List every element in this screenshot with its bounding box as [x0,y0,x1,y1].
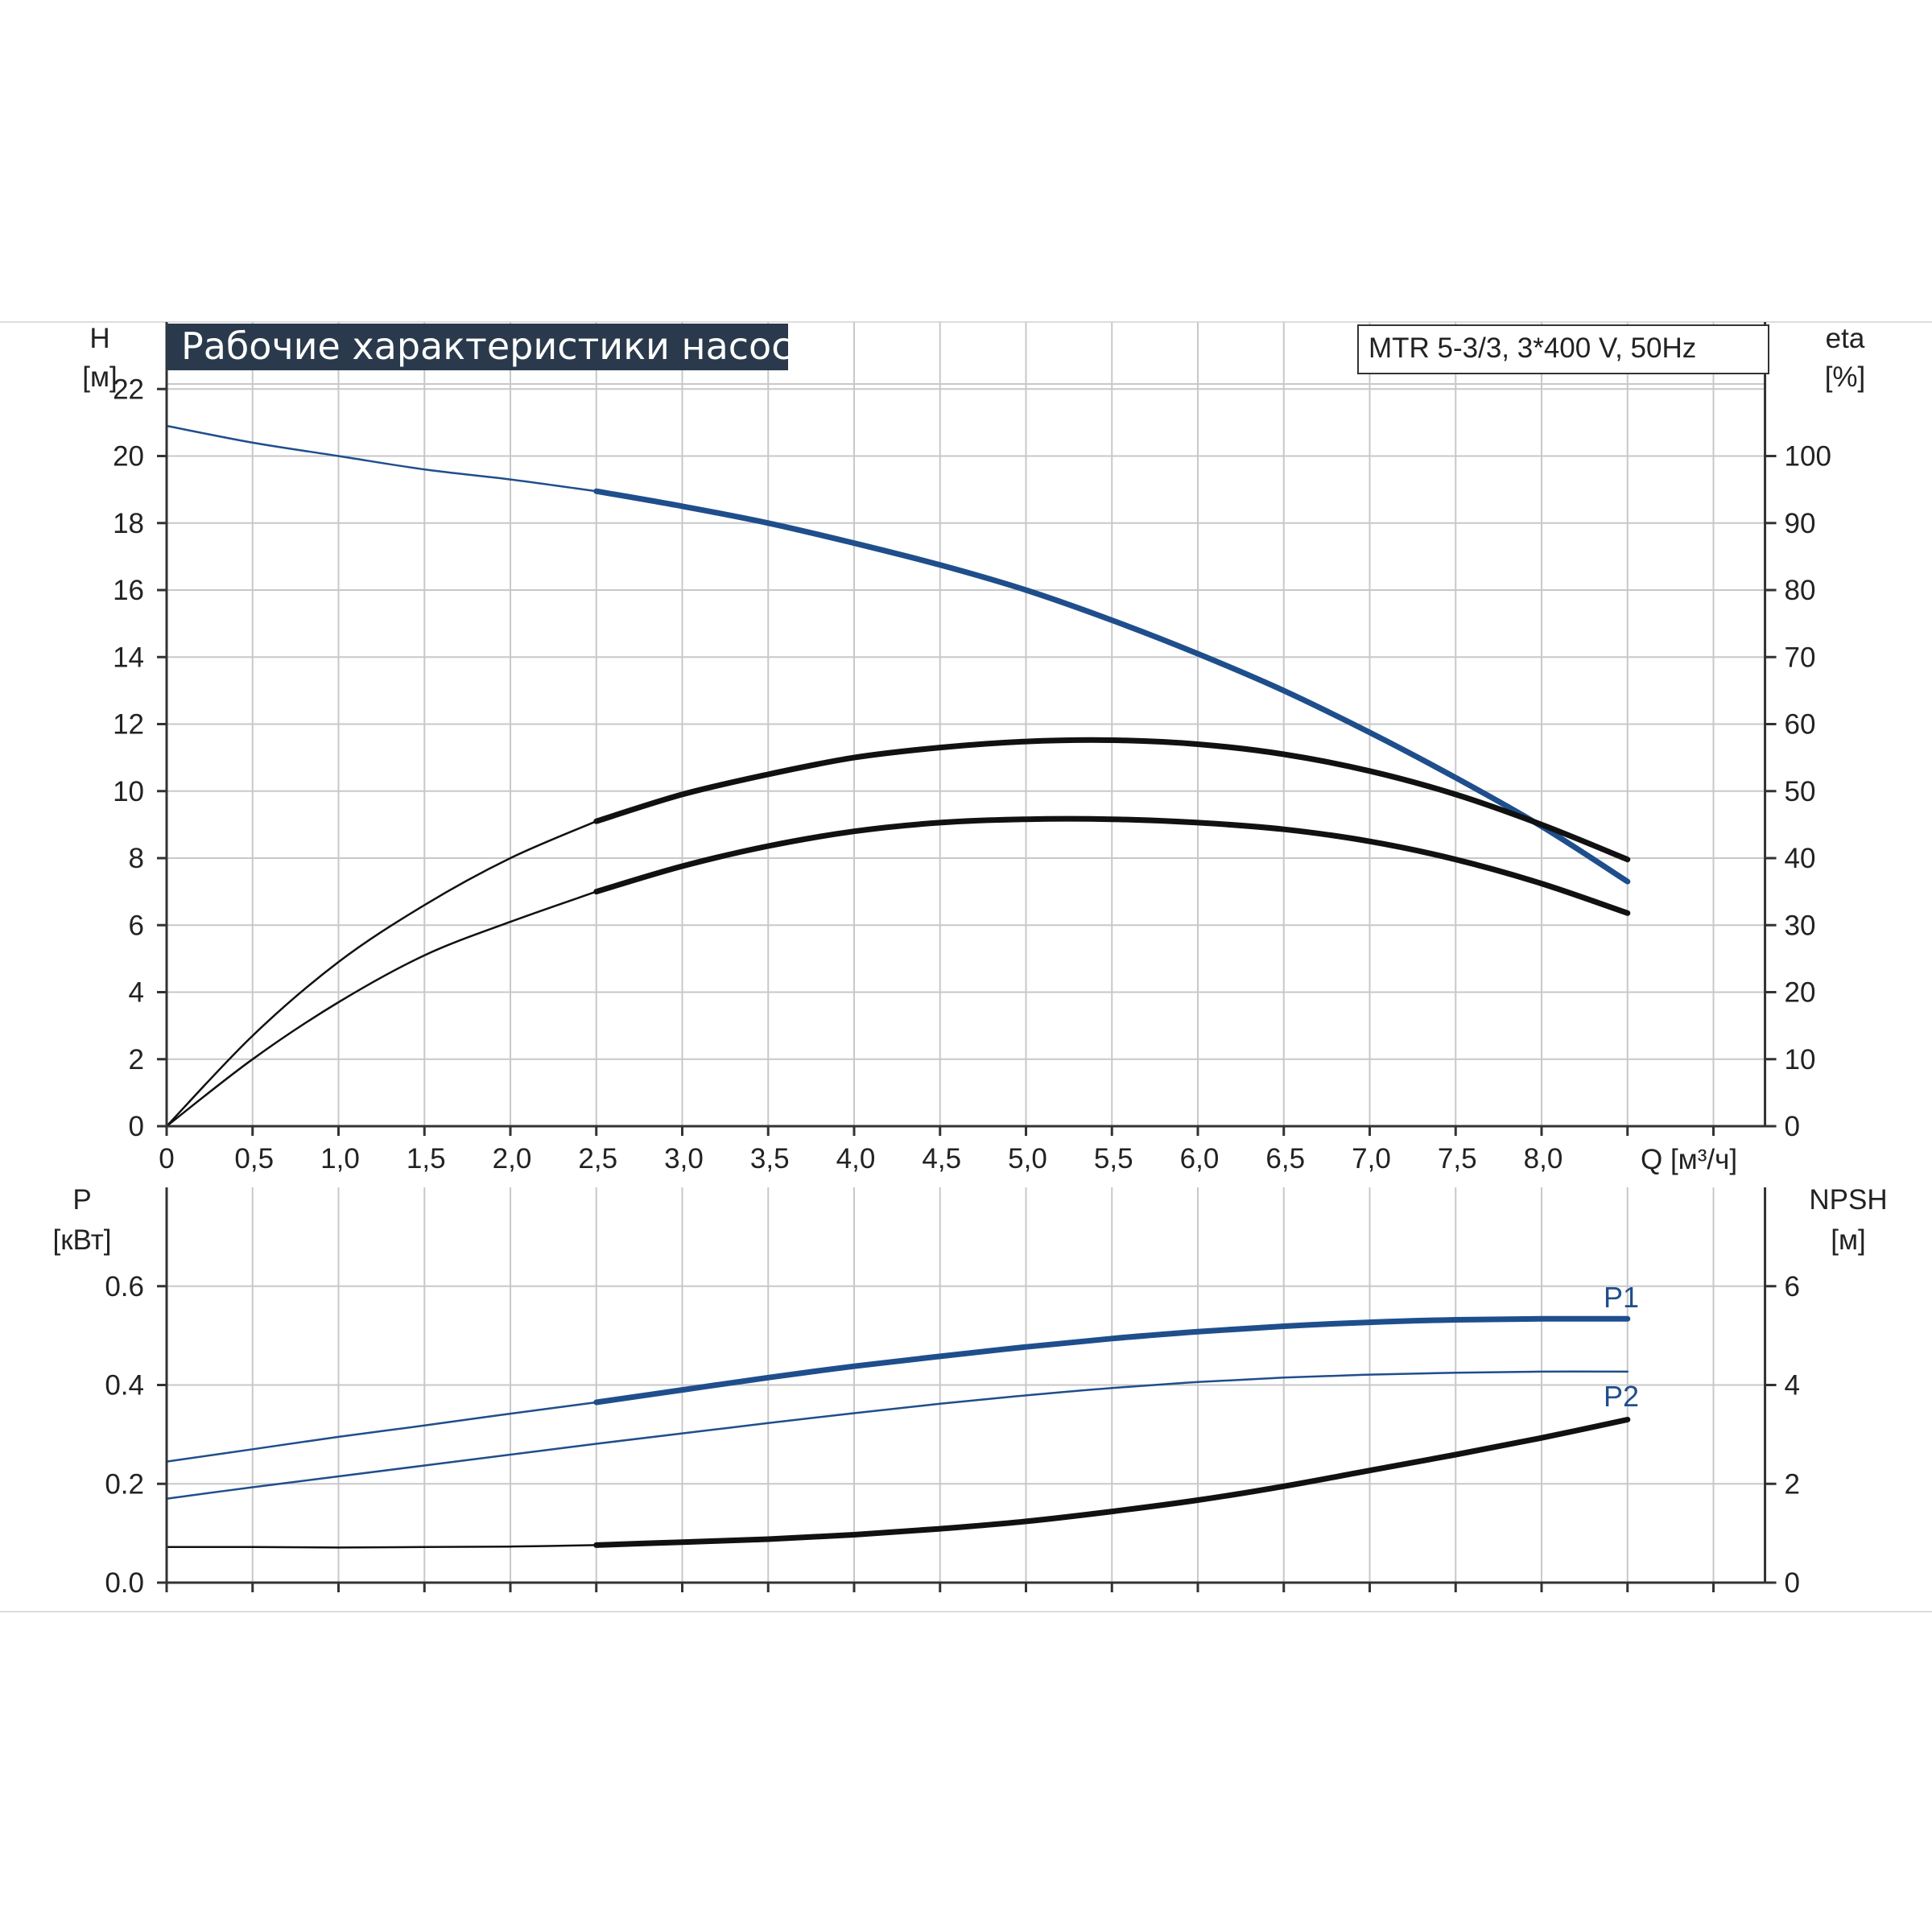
x-tick-label: 1,5 [407,1143,446,1174]
npsh-axis-label-symbol: NPSH [1809,1184,1887,1216]
chart-title: Рабочие характеристики насоса [181,324,815,368]
y-left-tick-label: 22 [113,374,144,405]
model-box [1357,324,1769,374]
x-tick-label: 4,0 [836,1143,876,1174]
x-tick-label: 8,0 [1524,1143,1563,1174]
y-right-tick-label: 40 [1785,843,1816,874]
y-left-tick-label: 20 [113,441,144,473]
head-curve-thick [593,488,1631,885]
y-left-tick-label: 0.4 [105,1370,144,1402]
y-right-tick-label: 6 [1785,1271,1800,1302]
y-right-tick-label: 30 [1785,910,1816,941]
head-curve-thin [165,424,598,493]
y-right-tick-label: 10 [1785,1044,1816,1075]
x-tick-label: 2,5 [578,1143,617,1174]
x-tick-label: 3,5 [750,1143,790,1174]
efficiency-curve-2-thin [165,890,598,1128]
y-left-tick-label: 6 [129,910,144,941]
title-background [167,324,788,370]
x-tick-label: 6,5 [1265,1143,1305,1174]
y-left-tick-label: 0 [129,1111,144,1142]
y-right-tick-label: 60 [1785,709,1816,741]
y-left-tick-label: 18 [113,508,144,539]
model-label: MTR 5-3/3, 3*400 V, 50Hz [1368,332,1696,364]
y-right-label-symbol: eta [1826,323,1865,354]
p-axis-label-symbol: P [72,1184,91,1216]
upper-ticks: 0 2 4 6 8 10 12 14 16 18 20 22 0 10 20 30 40 50 60 70 80 90 10… [113,374,1831,1174]
lower-series [165,1315,1631,1549]
efficiency-curve-1-thick [593,737,1631,863]
y-right-tick-label: 90 [1785,508,1816,539]
p1-curve-thin [165,1401,598,1463]
y-left-label-unit: [м] [82,361,118,393]
y-right-tick-label: 4 [1785,1370,1800,1402]
y-right-tick-label: 2 [1785,1468,1800,1500]
x-tick-label: 5,0 [1008,1143,1047,1174]
y-right-tick-label: 70 [1785,642,1816,673]
y-right-tick-label: 20 [1785,977,1816,1009]
x-tick-label: 3,0 [664,1143,704,1174]
y-right-tick-label: 100 [1785,441,1831,473]
p2-label: P2 [1604,1380,1639,1413]
upper-series [165,424,1631,1128]
lower-grid [166,1187,1765,1583]
y-left-tick-label: 0.0 [105,1567,144,1599]
y-right-tick-label: 80 [1785,575,1816,606]
y-left-tick-label: 14 [113,642,144,673]
p1-curve-thick [593,1315,1631,1406]
p-axis-label-unit: [кВт] [53,1224,112,1256]
x-axis-label: Q [м³/ч] [1641,1144,1737,1175]
y-left-tick-label: 10 [113,776,144,807]
x-tick-label: 4,5 [922,1143,961,1174]
y-left-tick-label: 0.6 [105,1271,144,1302]
upper-chart: 0 2 4 6 8 10 12 14 16 18 20 22 0 10 20 30 40 50 60 70 80 90 10… [82,322,1865,1175]
y-left-tick-label: 16 [113,575,144,606]
efficiency-curve-1-thin [165,819,598,1128]
y-right-tick-label: 0 [1785,1111,1800,1142]
lower-chart: 0.0 0.2 0.4 0.6 0 2 4 6 P [кВт] NPSH [м] P1 P2 [53,1184,1888,1599]
npsh-axis-label-unit: [м] [1831,1224,1866,1256]
x-tick-label: 6,0 [1180,1143,1220,1174]
x-tick-label: 0,5 [234,1143,274,1174]
y-left-tick-label: 12 [113,709,144,741]
y-left-label-symbol: H [89,323,109,354]
upper-grid [166,322,1765,1127]
x-tick-label: 7,0 [1352,1143,1391,1174]
p2-curve-thin [165,1370,1629,1500]
npsh-curve-thin [165,1544,598,1549]
x-tick-label: 5,5 [1094,1143,1133,1174]
y-right-tick-label: 50 [1785,776,1816,807]
x-tick-label: 0 [159,1143,174,1174]
y-left-tick-label: 4 [129,977,144,1009]
y-right-label-unit: [%] [1825,361,1866,393]
y-left-tick-label: 8 [129,843,144,874]
p1-label: P1 [1604,1281,1639,1314]
x-tick-label: 7,5 [1438,1143,1477,1174]
npsh-curve-thick [593,1417,1631,1548]
y-left-tick-label: 2 [129,1044,144,1075]
y-right-tick-label: 0 [1785,1567,1800,1599]
x-tick-label: 1,0 [320,1143,360,1174]
x-tick-label: 2,0 [493,1143,532,1174]
efficiency-curve-2-thick [593,815,1631,916]
y-left-tick-label: 0.2 [105,1468,144,1500]
lower-ticks: 0.0 0.2 0.4 0.6 0 2 4 6 [105,1271,1800,1599]
